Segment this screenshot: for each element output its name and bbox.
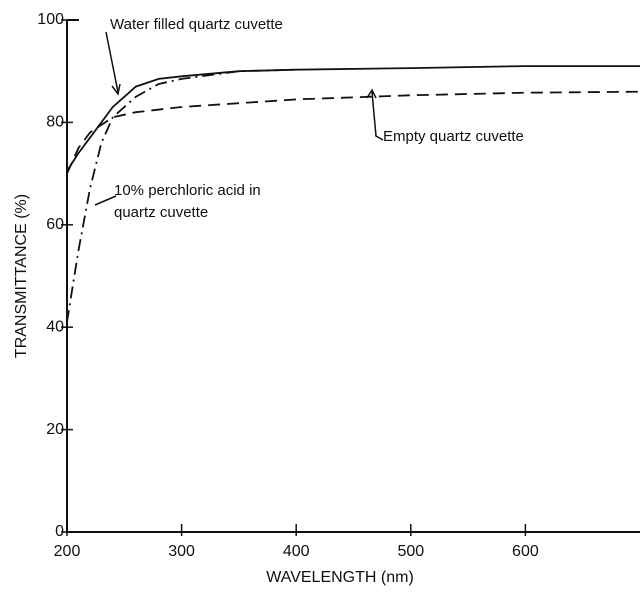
series-label-text: Empty quartz cuvette: [383, 128, 524, 145]
pointer: [94, 195, 117, 206]
x-tick-label: 500: [397, 543, 424, 560]
x-tick-label: 200: [54, 543, 81, 560]
series-label-text: 10% perchloric acid in quartz cuvette: [114, 182, 261, 221]
y-tick-label: 20: [46, 421, 64, 438]
pointer: [111, 83, 121, 96]
y-axis-label: TRANSMITTANCE (%): [13, 194, 30, 358]
x-tick-label: 400: [283, 543, 310, 560]
series-label: Empty quartz cuvette: [383, 128, 524, 145]
series-label: 10% perchloric acid in quartz cuvette: [114, 182, 261, 221]
x-tick-label: 300: [168, 543, 195, 560]
pointer: [105, 31, 119, 93]
series-label-text: Water filled quartz cuvette: [110, 16, 283, 33]
y-tick-label: 80: [46, 114, 64, 131]
pointer: [371, 91, 384, 141]
y-tick-label: 100: [37, 11, 64, 28]
pointer: [366, 88, 377, 99]
line-series: [66, 65, 640, 172]
line-series: [66, 68, 297, 323]
line-series: [66, 90, 641, 174]
series-label: Water filled quartz cuvette: [110, 16, 283, 33]
y-tick-label: 60: [46, 216, 64, 233]
annotation-pointers: [94, 31, 384, 206]
x-axis-label: WAVELENGTH (nm): [266, 569, 414, 586]
x-tick-label: 600: [512, 543, 539, 560]
y-tick-label: 40: [46, 318, 64, 335]
y-tick-label: 0: [55, 523, 64, 540]
